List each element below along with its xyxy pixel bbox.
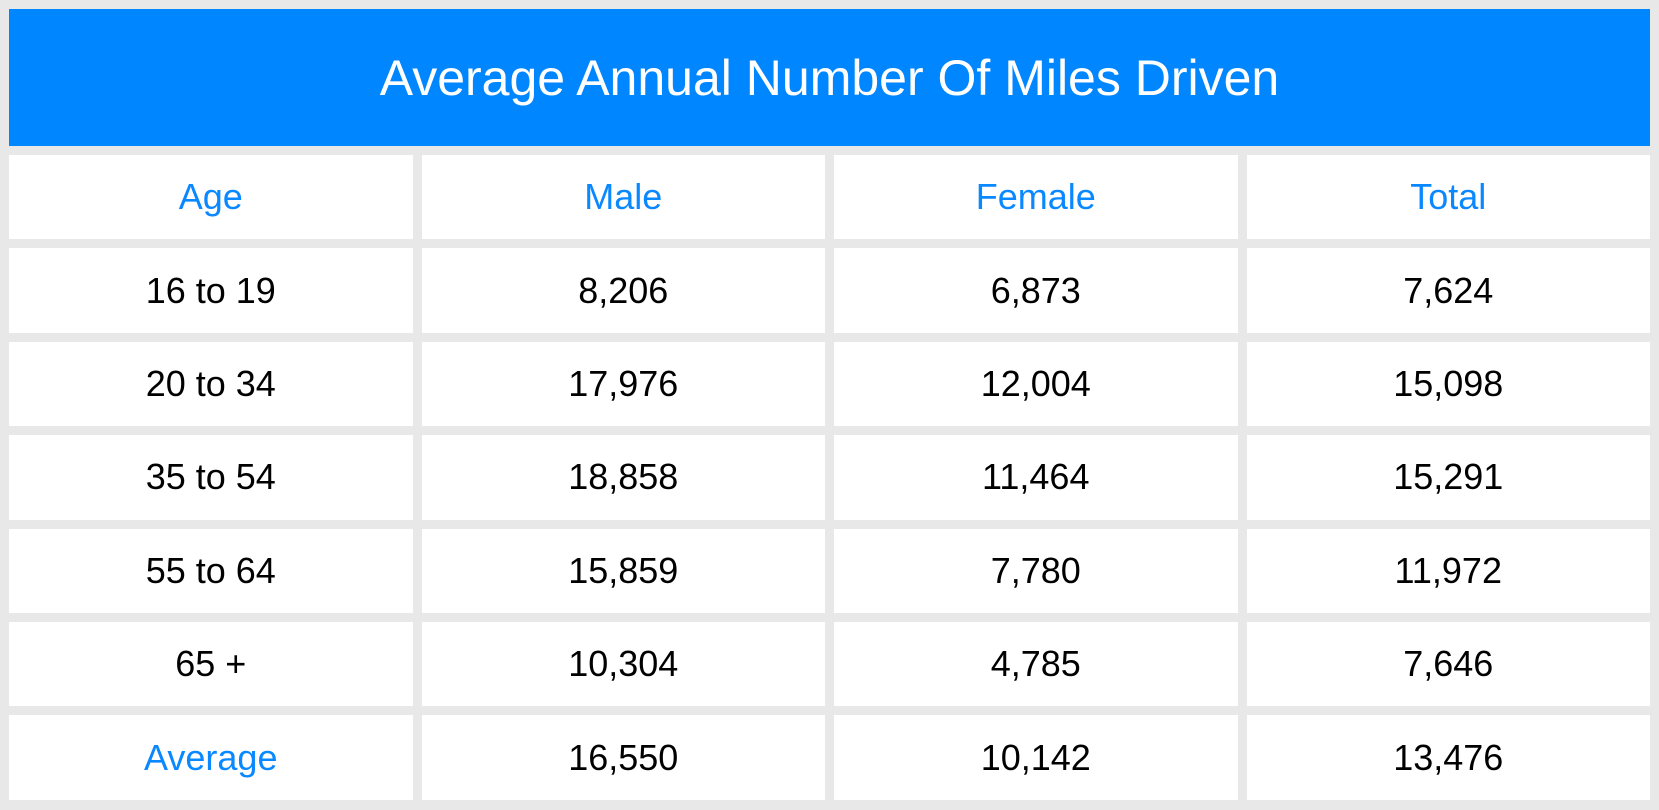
cell-female: 6,873 bbox=[834, 248, 1238, 333]
cell-age: Average bbox=[9, 715, 413, 800]
cell-female: 10,142 bbox=[834, 715, 1238, 800]
header-female: Female bbox=[834, 155, 1238, 240]
cell-female: 11,464 bbox=[834, 435, 1238, 520]
cell-female: 7,780 bbox=[834, 528, 1238, 613]
table-title: Average Annual Number Of Miles Driven bbox=[9, 9, 1650, 146]
header-male: Male bbox=[421, 155, 825, 240]
cell-total: 15,291 bbox=[1246, 435, 1650, 520]
table-grid: Age Male Female Total 16 to 19 8,206 6,873… bbox=[9, 155, 1650, 800]
cell-age: 20 to 34 bbox=[9, 341, 413, 427]
cell-total: 13,476 bbox=[1246, 715, 1650, 800]
cell-total: 15,098 bbox=[1246, 341, 1650, 427]
miles-table: Average Annual Number Of Miles Driven Ag… bbox=[9, 9, 1650, 800]
header-age: Age bbox=[9, 155, 413, 240]
cell-male: 18,858 bbox=[421, 435, 825, 520]
cell-total: 11,972 bbox=[1246, 528, 1650, 613]
header-total: Total bbox=[1246, 155, 1650, 240]
cell-male: 10,304 bbox=[421, 621, 825, 707]
cell-female: 12,004 bbox=[834, 341, 1238, 427]
cell-age: 16 to 19 bbox=[9, 248, 413, 333]
cell-total: 7,624 bbox=[1246, 248, 1650, 333]
cell-female: 4,785 bbox=[834, 621, 1238, 707]
cell-age: 35 to 54 bbox=[9, 435, 413, 520]
cell-male: 16,550 bbox=[421, 715, 825, 800]
cell-male: 8,206 bbox=[421, 248, 825, 333]
cell-male: 17,976 bbox=[421, 341, 825, 427]
cell-age: 65 + bbox=[9, 621, 413, 707]
cell-age: 55 to 64 bbox=[9, 528, 413, 613]
cell-total: 7,646 bbox=[1246, 621, 1650, 707]
cell-male: 15,859 bbox=[421, 528, 825, 613]
